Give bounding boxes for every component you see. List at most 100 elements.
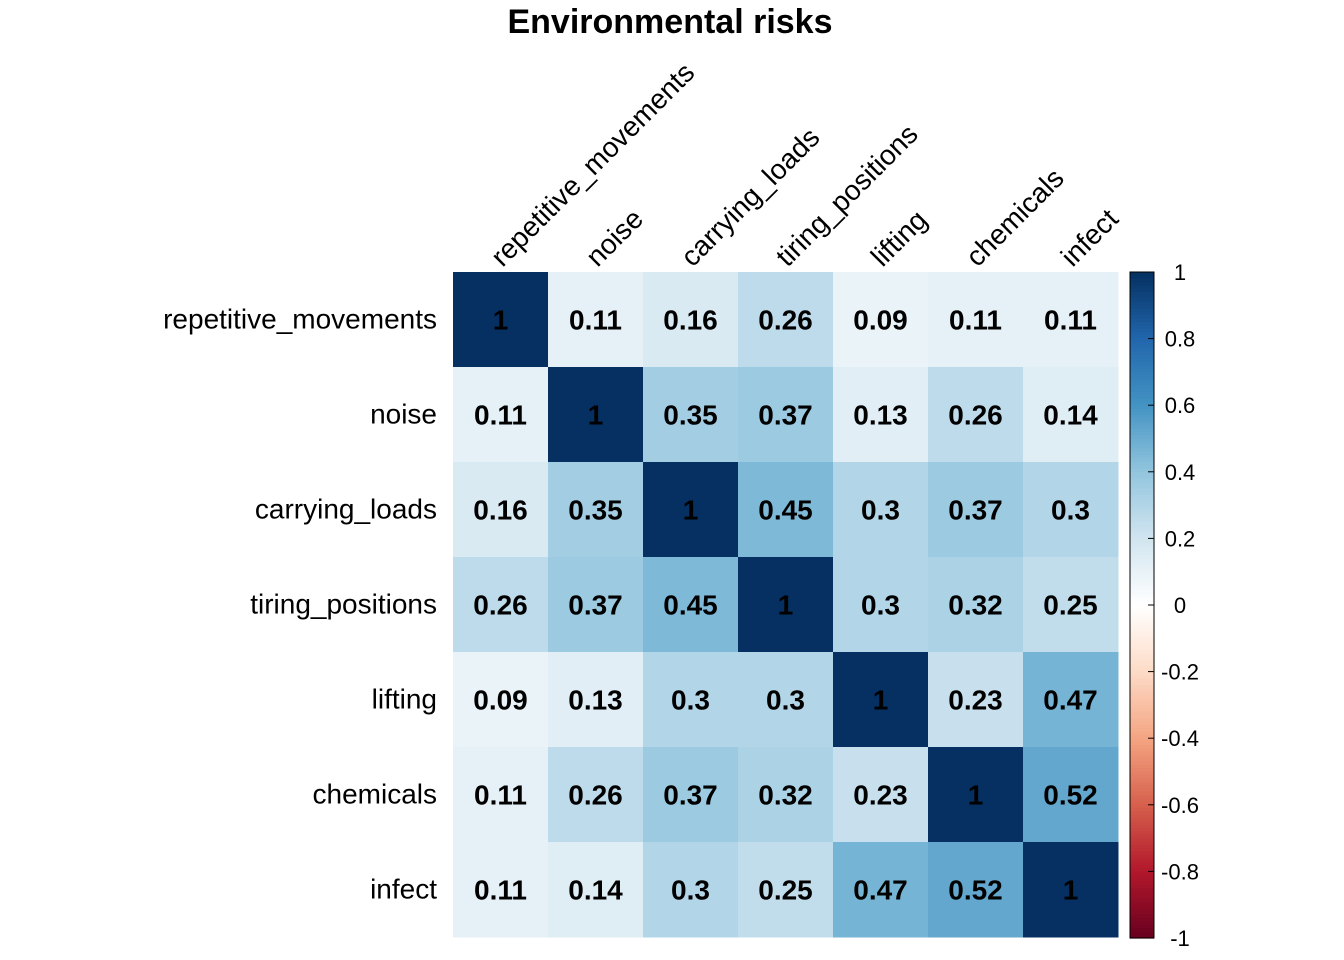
cell-value-label: 1	[493, 305, 509, 336]
heatmap-cell	[643, 652, 739, 748]
heatmap-cell	[738, 747, 834, 843]
colorbar-segment	[1130, 694, 1154, 699]
heatmap-cell	[738, 652, 834, 748]
colorbar-segment	[1130, 428, 1154, 433]
cell-value-label: 0.16	[663, 305, 718, 336]
colorbar-segment	[1130, 528, 1154, 533]
colorbar-segment	[1130, 908, 1154, 912]
colorbar-segment	[1130, 368, 1154, 373]
colorbar-segment	[1130, 491, 1154, 496]
colorbar-segment	[1130, 315, 1154, 320]
colorbar-tick-label: -0.8	[1161, 859, 1199, 884]
colorbar-segment	[1130, 764, 1154, 769]
colorbar-segment	[1130, 801, 1154, 806]
row-label: chemicals	[313, 779, 437, 810]
cell-value-label: 0.37	[663, 780, 718, 811]
colorbar-segment	[1130, 821, 1154, 826]
heatmap-cell	[833, 842, 929, 938]
colorbar-segment	[1130, 418, 1154, 423]
cell-value-label: 1	[873, 685, 889, 716]
heatmap-cell	[1023, 747, 1119, 843]
colorbar-segment	[1130, 378, 1154, 383]
cell-value-label: 0.26	[473, 590, 528, 621]
cell-value-label: 0.13	[853, 400, 908, 431]
colorbar-tick-label: 0.4	[1165, 460, 1196, 485]
cell-value-label: 0.45	[663, 590, 718, 621]
colorbar-segment	[1130, 325, 1154, 330]
colorbar-segment	[1130, 498, 1154, 503]
colorbar-segment	[1130, 861, 1154, 866]
colorbar-segment	[1130, 411, 1154, 416]
heatmap-cell	[738, 367, 834, 463]
colorbar: 1 0.8 0.6 0.4 0.2 0 -0.2 -0.4 -0.6 -0.8 -1	[1129, 260, 1199, 951]
colorbar-segment	[1130, 425, 1154, 430]
colorbar-segment	[1130, 358, 1154, 363]
colorbar-segment	[1130, 588, 1154, 593]
colorbar-segment	[1130, 485, 1154, 490]
heatmap-cell	[928, 842, 1024, 938]
colorbar-segment	[1130, 668, 1154, 673]
cell-value-label: 1	[588, 400, 604, 431]
cell-value-label: 0.23	[853, 780, 908, 811]
colorbar-segment	[1130, 585, 1154, 589]
row-label: carrying_loads	[255, 494, 437, 525]
colorbar-segment	[1130, 681, 1154, 686]
colorbar-segment	[1130, 714, 1154, 719]
colorbar-segment	[1130, 571, 1154, 576]
colorbar-segment	[1130, 871, 1154, 876]
colorbar-segment	[1130, 448, 1154, 453]
colorbar-segment	[1130, 888, 1154, 892]
colorbar-segment	[1130, 505, 1154, 510]
heatmap-cell	[928, 652, 1024, 748]
heatmap-cell	[453, 557, 549, 653]
colorbar-segment	[1130, 408, 1154, 413]
colorbar-segment	[1130, 831, 1154, 836]
colorbar-segment	[1130, 361, 1154, 366]
row-label: repetitive_movements	[163, 304, 437, 335]
colorbar-segment	[1130, 445, 1154, 450]
colorbar-segment	[1130, 774, 1154, 779]
heatmap-cell	[548, 747, 644, 843]
colorbar-segment	[1130, 401, 1154, 406]
colorbar-segment	[1130, 754, 1154, 759]
row-label: infect	[370, 874, 437, 905]
colorbar-segment	[1130, 468, 1154, 473]
colorbar-segment	[1130, 481, 1154, 486]
heatmap-cell	[833, 367, 929, 463]
heatmap-cell	[833, 462, 929, 558]
cell-value-label: 0.3	[766, 685, 805, 716]
colorbar-segment	[1130, 734, 1154, 739]
colorbar-segment	[1130, 704, 1154, 709]
colorbar-segment	[1130, 731, 1154, 736]
colorbar-segment	[1130, 761, 1154, 766]
cell-value-label: 0.26	[568, 780, 623, 811]
heatmap-cell	[548, 367, 644, 463]
cell-value-label: 0.25	[758, 875, 813, 906]
cell-values: 1 0.11 0.16 0.26 0.09 0.11 0.11 0.11 1 0.35 0.37 0.…	[473, 305, 1098, 906]
heatmap-cell	[928, 272, 1024, 368]
colorbar-segment	[1130, 748, 1154, 753]
cell-value-label: 1	[683, 495, 699, 526]
colorbar-segment	[1130, 385, 1154, 390]
colorbar-segment	[1130, 804, 1154, 809]
colorbar-segment	[1130, 848, 1154, 853]
cell-value-label: 0.35	[663, 400, 718, 431]
colorbar-tick-label: -0.4	[1161, 726, 1199, 751]
heatmap-cell	[928, 462, 1024, 558]
heatmap-cell	[643, 462, 739, 558]
colorbar-segment	[1130, 568, 1154, 573]
colorbar-segment	[1130, 648, 1154, 653]
colorbar-segment	[1130, 281, 1154, 286]
colorbar-segment	[1130, 744, 1154, 749]
column-label: noise	[580, 203, 649, 272]
colorbar-segment	[1130, 398, 1154, 403]
colorbar-segment	[1130, 798, 1154, 803]
colorbar-segment	[1130, 471, 1154, 476]
colorbar-segment	[1130, 298, 1154, 303]
colorbar-segment	[1130, 824, 1154, 829]
cell-value-label: 0.13	[568, 685, 623, 716]
column-label: lifting	[865, 204, 933, 272]
colorbar-segment	[1130, 828, 1154, 833]
colorbar-segment	[1130, 741, 1154, 746]
